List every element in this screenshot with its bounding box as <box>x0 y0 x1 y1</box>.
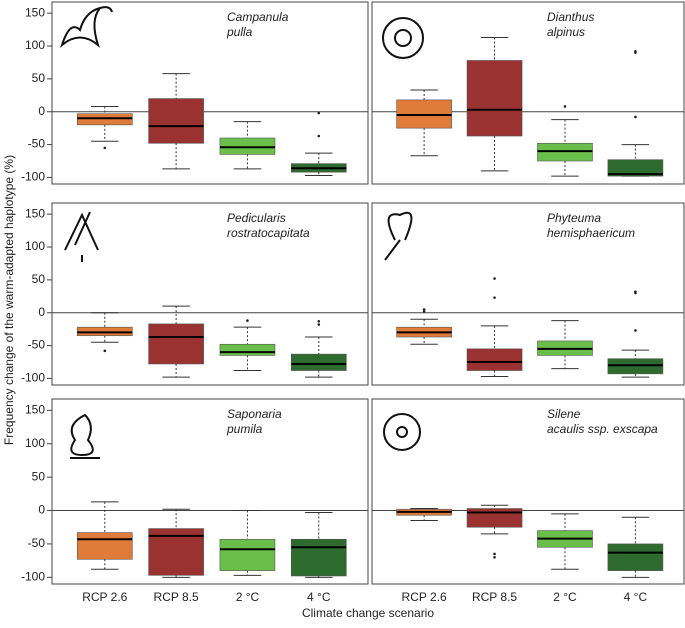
y-tick-label: 0 <box>38 104 45 118</box>
y-tick-label: 100 <box>25 38 45 52</box>
panel-frame <box>371 398 685 585</box>
flower-icon <box>384 211 413 261</box>
outlier <box>563 105 567 108</box>
panel-title: Saponaria <box>227 407 282 421</box>
y-tick-label: -50 <box>28 338 46 352</box>
flower-icon <box>396 426 408 438</box>
flower-icon <box>382 17 424 59</box>
flower-icon <box>394 29 412 47</box>
outlier <box>246 319 249 322</box>
box <box>607 543 664 571</box>
panel-title: rostratocapitata <box>227 226 310 240</box>
box <box>219 343 276 356</box>
panel-title: alpinus <box>547 25 585 39</box>
flower-icon <box>70 413 100 459</box>
x-tick-label: RCP 8.5 <box>472 590 517 604</box>
x-tick-label: RCP 8.5 <box>154 590 199 604</box>
y-tick-label: 150 <box>25 206 45 220</box>
y-tick-label: 100 <box>25 239 45 253</box>
box <box>148 323 204 365</box>
panel-title: Pedicularis <box>227 211 286 225</box>
y-tick-label: -100 <box>21 170 45 184</box>
x-tick-label: RCP 2.6 <box>82 590 127 604</box>
outlier <box>317 134 321 138</box>
flower-icons <box>60 6 424 459</box>
box <box>607 159 664 177</box>
outlier <box>422 308 426 311</box>
x-tick-label: 2 °C <box>236 590 260 604</box>
panel-frame <box>51 1 369 185</box>
x-tick-label: 2 °C <box>553 590 577 604</box>
box <box>148 98 204 144</box>
panel-title: Dianthus <box>547 10 594 24</box>
y-tick-label: -50 <box>28 137 46 151</box>
outlier <box>493 555 496 559</box>
panel-title: Phyteuma <box>547 211 601 225</box>
outlier <box>493 277 496 280</box>
x-axis-label: Climate change scenario <box>302 606 434 620</box>
flower-icon <box>60 6 113 48</box>
outlier <box>634 329 637 332</box>
y-tick-label: 100 <box>25 436 45 450</box>
outlier <box>634 115 637 119</box>
y-tick-label: -50 <box>28 536 46 550</box>
y-tick-label: 50 <box>32 272 46 286</box>
panel-title: Campanula <box>227 10 289 24</box>
outlier <box>317 319 321 323</box>
panel-frame <box>51 398 369 585</box>
y-tick-label: -100 <box>21 371 45 385</box>
box <box>466 348 523 371</box>
panel-title: acaulis ssp. exscapa <box>547 422 658 436</box>
outlier <box>422 310 426 313</box>
x-tick-label: 4 °C <box>624 590 648 604</box>
panel-title: pulla <box>226 25 253 39</box>
box <box>290 353 347 371</box>
outlier <box>103 349 107 353</box>
panel-frame <box>371 1 685 185</box>
box <box>290 538 347 577</box>
y-tick-label: 0 <box>38 503 45 517</box>
outlier <box>493 296 496 299</box>
y-tick-label: 50 <box>32 469 46 483</box>
x-tick-label: 4 °C <box>307 590 331 604</box>
outlier <box>103 146 107 150</box>
x-tick-label: RCP 2.6 <box>402 590 447 604</box>
panel-title: hemisphaericum <box>547 226 635 240</box>
box <box>466 508 523 528</box>
outlier <box>317 111 321 115</box>
outlier <box>317 323 321 326</box>
y-tick-label: 150 <box>25 5 45 19</box>
box <box>466 60 523 137</box>
flower-icon <box>383 413 421 451</box>
outlier <box>493 552 496 556</box>
outlier <box>634 51 637 54</box>
y-tick-label: -100 <box>21 569 45 583</box>
panel-title: Silene <box>547 407 581 421</box>
y-tick-label: 0 <box>38 305 45 319</box>
panel-frame <box>51 202 369 386</box>
outlier <box>634 291 637 295</box>
box <box>76 532 133 560</box>
flower-icon <box>64 211 99 262</box>
panel-frame <box>371 202 685 386</box>
y-axis-label: Frequency change of the warm-adapted hap… <box>2 155 16 445</box>
y-tick-label: 150 <box>25 403 45 417</box>
y-tick-label: 50 <box>32 71 46 85</box>
box <box>219 538 276 571</box>
panel-title: pumila <box>226 422 263 436</box>
